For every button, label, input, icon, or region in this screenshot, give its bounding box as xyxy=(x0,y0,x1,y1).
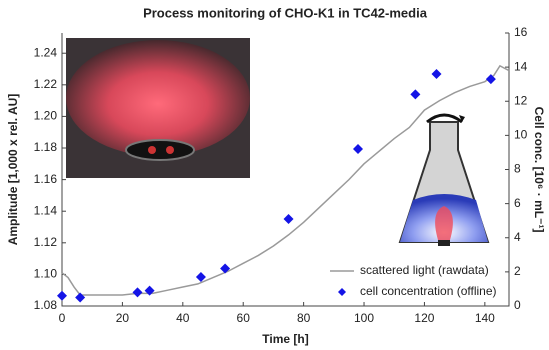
x-axis-label: Time [h] xyxy=(262,332,308,346)
x-tick-label: 120 xyxy=(414,311,434,325)
data-point xyxy=(75,292,86,303)
x-tick-label: 40 xyxy=(176,311,190,325)
data-point xyxy=(132,287,143,298)
legend-marker xyxy=(338,288,346,296)
y-tick-label: 1.24 xyxy=(34,45,58,59)
data-line xyxy=(61,64,510,296)
y2-tick-label: 4 xyxy=(514,230,521,244)
data-point xyxy=(195,271,206,282)
y-tick-label: 1.22 xyxy=(34,77,58,91)
y2-tick-label: 10 xyxy=(514,128,528,142)
y-tick-label: 1.12 xyxy=(34,235,58,249)
y2-tick-label: 14 xyxy=(514,59,528,73)
x-tick-label: 80 xyxy=(297,311,311,325)
y2-tick-label: 6 xyxy=(514,196,521,210)
y2-tick-label: 12 xyxy=(514,93,528,107)
data-point xyxy=(283,213,294,224)
x-tick-label: 140 xyxy=(475,311,495,325)
x-tick-label: 0 xyxy=(59,311,66,325)
x-tick-label: 100 xyxy=(354,311,374,325)
x-tick-label: 20 xyxy=(116,311,130,325)
photo-inset xyxy=(66,38,250,178)
data-point xyxy=(144,285,155,296)
y-tick-label: 1.08 xyxy=(34,298,58,312)
y-tick-label: 1.16 xyxy=(34,172,58,186)
chart-title: Process monitoring of CHO-K1 in TC42-med… xyxy=(143,5,428,20)
data-point xyxy=(57,290,67,301)
y-tick-label: 1.10 xyxy=(34,267,58,281)
y-axis-label: Amplitude [1,000 x rel. AU] xyxy=(6,94,20,246)
x-tick-label: 60 xyxy=(237,311,251,325)
y-tick-label: 1.14 xyxy=(34,203,58,217)
y2-axis-label: Cell conc. [10⁶ · mL⁻¹] xyxy=(532,107,546,233)
data-point xyxy=(410,89,421,100)
flask-illustration xyxy=(398,113,490,246)
y2-tick-label: 8 xyxy=(514,162,521,176)
y-tick-label: 1.20 xyxy=(34,109,58,123)
y2-tick-label: 16 xyxy=(514,25,528,39)
y2-tick-label: 0 xyxy=(514,298,521,312)
legend-label: cell concentration (offline) xyxy=(360,284,497,298)
data-point xyxy=(220,263,231,274)
data-point xyxy=(485,74,496,85)
data-point xyxy=(352,144,363,155)
y-tick-label: 1.18 xyxy=(34,140,58,154)
legend-label: scattered light (rawdata) xyxy=(360,263,489,277)
y2-tick-label: 2 xyxy=(514,264,521,278)
data-point xyxy=(431,68,442,79)
